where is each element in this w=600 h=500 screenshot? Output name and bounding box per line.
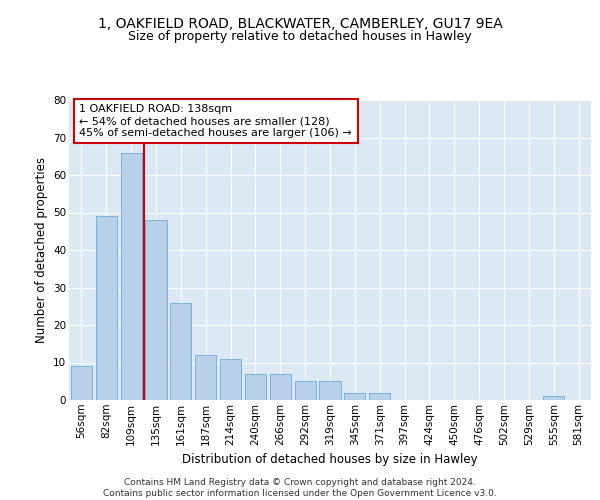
Bar bbox=[245, 374, 266, 400]
Text: 1, OAKFIELD ROAD, BLACKWATER, CAMBERLEY, GU17 9EA: 1, OAKFIELD ROAD, BLACKWATER, CAMBERLEY,… bbox=[98, 18, 502, 32]
Bar bbox=[369, 392, 390, 400]
X-axis label: Distribution of detached houses by size in Hawley: Distribution of detached houses by size … bbox=[182, 453, 478, 466]
Text: Contains HM Land Registry data © Crown copyright and database right 2024.
Contai: Contains HM Land Registry data © Crown c… bbox=[103, 478, 497, 498]
Bar bbox=[319, 381, 341, 400]
Bar bbox=[145, 220, 167, 400]
Bar bbox=[543, 396, 564, 400]
Bar bbox=[170, 302, 191, 400]
Text: 1 OAKFIELD ROAD: 138sqm
← 54% of detached houses are smaller (128)
45% of semi-d: 1 OAKFIELD ROAD: 138sqm ← 54% of detache… bbox=[79, 104, 352, 138]
Text: Size of property relative to detached houses in Hawley: Size of property relative to detached ho… bbox=[128, 30, 472, 43]
Y-axis label: Number of detached properties: Number of detached properties bbox=[35, 157, 47, 343]
Bar bbox=[121, 152, 142, 400]
Bar bbox=[295, 381, 316, 400]
Bar bbox=[270, 374, 291, 400]
Bar bbox=[195, 355, 216, 400]
Bar bbox=[71, 366, 92, 400]
Bar bbox=[344, 392, 365, 400]
Bar bbox=[96, 216, 117, 400]
Bar bbox=[220, 359, 241, 400]
